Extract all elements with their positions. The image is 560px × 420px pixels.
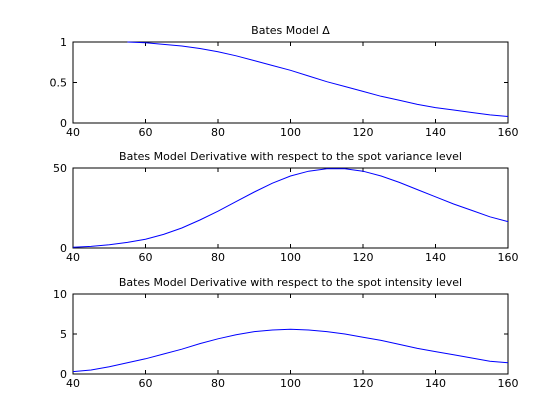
x-tick-label-1-4: 120 bbox=[353, 126, 374, 139]
x-tick-label-3-6: 160 bbox=[498, 377, 519, 390]
plot-frame-1 bbox=[72, 41, 509, 124]
y-tick-label-1-1: 0.5 bbox=[50, 77, 68, 90]
x-tick-label-2-4: 120 bbox=[353, 251, 374, 264]
x-tick-label-1-5: 140 bbox=[425, 126, 446, 139]
y-tick-label-3-0: 0 bbox=[60, 368, 67, 381]
x-tick-label-1-2: 80 bbox=[211, 126, 225, 139]
y-tick-label-1-0: 0 bbox=[60, 117, 67, 130]
x-tick-label-2-5: 140 bbox=[425, 251, 446, 264]
y-tick-label-1-2: 1 bbox=[60, 36, 67, 49]
chart-title-1: Bates Model Δ bbox=[251, 24, 330, 37]
chart-title-3: Bates Model Derivative with respect to t… bbox=[119, 276, 462, 289]
x-tick-label-3-3: 100 bbox=[280, 377, 301, 390]
x-tick-label-1-1: 60 bbox=[139, 126, 153, 139]
x-tick-label-2-1: 60 bbox=[139, 251, 153, 264]
y-tick-label-2-0: 0 bbox=[60, 242, 67, 255]
x-tick-label-1-3: 100 bbox=[280, 126, 301, 139]
y-tick-label-2-1: 50 bbox=[53, 162, 67, 175]
x-tick-label-1-6: 160 bbox=[498, 126, 519, 139]
series-line-2-1 bbox=[72, 168, 509, 248]
y-tick-label-3-1: 5 bbox=[60, 328, 67, 341]
y-tick-label-3-2: 10 bbox=[53, 288, 67, 301]
series-line-1-1 bbox=[127, 41, 509, 117]
x-tick-label-3-5: 140 bbox=[425, 377, 446, 390]
x-tick-label-2-3: 100 bbox=[280, 251, 301, 264]
x-tick-label-3-4: 120 bbox=[353, 377, 374, 390]
plot-frame-3 bbox=[72, 293, 509, 375]
plot-frame-2 bbox=[72, 167, 509, 249]
series-line-3-1 bbox=[72, 328, 509, 373]
x-tick-label-2-6: 160 bbox=[498, 251, 519, 264]
x-tick-label-2-0: 40 bbox=[66, 251, 80, 264]
x-tick-label-3-1: 60 bbox=[139, 377, 153, 390]
x-tick-label-2-2: 80 bbox=[211, 251, 225, 264]
x-tick-label-1-0: 40 bbox=[66, 126, 80, 139]
chart-title-2: Bates Model Derivative with respect to t… bbox=[119, 150, 462, 163]
x-tick-label-3-0: 40 bbox=[66, 377, 80, 390]
x-tick-label-3-2: 80 bbox=[211, 377, 225, 390]
